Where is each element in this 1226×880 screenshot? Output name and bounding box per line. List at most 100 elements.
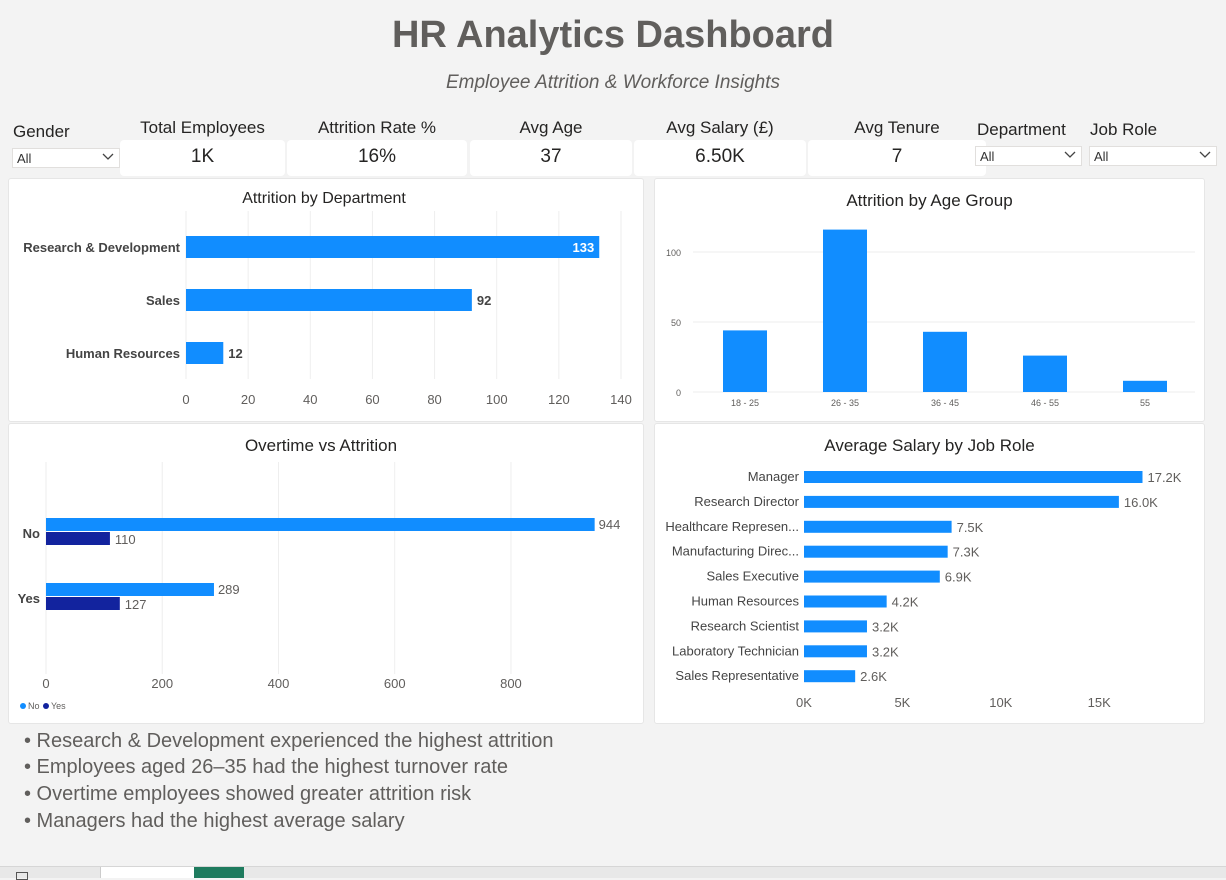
kpi-avg-tenure: Avg Tenure 7 [808,118,986,176]
x-tick-label: 80 [427,392,441,407]
category-label: Sales Representative [675,668,799,683]
bar [804,670,856,683]
page-tab-bar [0,866,1226,880]
page-subtitle: Employee Attrition & Workforce Insights [445,72,781,93]
y-tick-label: 100 [666,248,681,258]
department-filter-dropdown[interactable]: All [975,146,1082,166]
bar [804,620,867,633]
bar-series-yes [46,532,110,545]
x-tick-label: 0K [796,695,812,710]
bar [804,595,887,608]
x-tick-label: 10K [989,695,1012,710]
category-label: No [23,526,40,541]
x-tick-label: 600 [384,676,406,691]
data-label: 92 [477,293,491,308]
category-label: Manager [748,469,800,484]
bar [804,645,867,658]
data-label: 12 [228,346,242,361]
data-label: 944 [599,517,621,532]
gender-filter-dropdown[interactable]: All [12,148,120,168]
y-tick-label: 50 [671,318,681,328]
bar [804,495,1119,508]
kpi-attrition-rate: Attrition Rate % 16% [287,118,467,176]
category-label: Yes [18,591,40,606]
category-label: Research & Development [23,240,180,255]
gender-filter-value: All [17,151,32,166]
chevron-down-icon [102,153,114,160]
x-tick-label: 800 [500,676,522,691]
data-label: 3.2K [872,619,899,634]
x-tick-label: 36 - 45 [931,398,959,408]
kpi-total-employees: Total Employees 1K [120,118,285,176]
chart-title: Overtime vs Attrition [244,436,398,455]
attrition-by-age-group-chart[interactable]: Attrition by Age Group 0 50 100 18 - 25 26 -… [654,178,1205,422]
insight-item: • Employees aged 26–35 had the highest t… [24,756,508,778]
x-tick-label: 140 [610,392,632,407]
x-tick-label: 400 [268,676,290,691]
legend-marker-no [20,703,26,709]
x-tick-label: 46 - 55 [1031,398,1059,408]
data-label: 4.2K [892,595,919,610]
department-filter-label: Department [977,120,1066,139]
bar [804,570,940,583]
data-label: 127 [125,597,147,612]
x-tick-label: 15K [1088,695,1111,710]
overtime-vs-attrition-chart[interactable]: Overtime vs Attrition 0 200 400 600 800 No 944… [8,423,644,724]
bar [186,236,600,258]
overtime-vs-attrition-plot: 0 200 400 600 800 No 944 110 Yes 289 127 No Yes [18,462,621,711]
category-label: Healthcare Represen... [665,519,799,534]
attrition-by-department-chart[interactable]: Attrition by Department 0 20 40 60 80 100 120 1… [8,178,644,422]
legend-marker-yes [43,703,49,709]
x-tick-label: 26 - 35 [831,398,859,408]
bar-series-yes [46,597,120,610]
x-tick-label: 60 [365,392,379,407]
category-label: Research Director [694,494,799,509]
category-label: Manufacturing Direc... [672,544,799,559]
chevron-down-icon [1064,151,1076,158]
x-tick-label: 0 [42,676,49,691]
x-tick-label: 5K [894,695,910,710]
category-label: Human Resources [66,346,180,361]
data-label: 16.0K [1124,495,1158,510]
data-label: 2.6K [860,669,887,684]
bar-series-no [46,518,595,531]
bar-series-no [46,583,214,596]
page-tab[interactable] [100,867,195,878]
category-label: Sales Executive [707,569,800,584]
average-salary-by-job-role-chart[interactable]: Average Salary by Job Role 0K 5K 10K 15K Man… [654,423,1205,724]
kpi-label: Total Employees [140,118,265,137]
kpi-value: 37 [540,146,562,167]
add-page-tab[interactable] [194,867,244,878]
job-role-filter-dropdown[interactable]: All [1089,146,1217,166]
kpi-label: Attrition Rate % [317,118,437,137]
category-label: Laboratory Technician [672,643,799,658]
kpi-avg-age: Avg Age 37 [470,118,632,176]
category-label: Research Scientist [691,618,800,633]
x-tick-label: 200 [151,676,173,691]
bar [823,229,867,392]
data-label: 7.3K [953,545,980,560]
data-label: 110 [115,532,136,547]
bar [1023,355,1067,392]
y-tick-label: 0 [676,388,681,398]
page-navigator-icon[interactable] [16,872,28,880]
kpi-value: 7 [891,146,903,167]
data-label: 7.5K [957,520,984,535]
chevron-down-icon [1199,151,1211,158]
bar [804,520,952,533]
bar [723,330,767,392]
data-label: 289 [218,582,240,597]
legend-label: Yes [51,701,66,711]
insight-item: • Managers had the highest average salar… [24,810,405,832]
legend-label: No [28,701,40,711]
attrition-by-department-plot: 0 20 40 60 80 100 120 140 Research & Development… [23,211,632,407]
average-salary-by-job-role-plot: 0K 5K 10K 15K Manager 17.2K Research Director 1… [665,469,1181,710]
insight-item: • Research & Development experienced the… [24,730,554,752]
bar [923,331,967,392]
x-tick-label: 0 [182,392,189,407]
job-role-filter-value: All [1094,149,1109,164]
category-label: Human Resources [691,594,799,609]
chart-title: Average Salary by Job Role [824,436,1035,455]
chart-title: Attrition by Department [242,190,406,207]
bar [804,471,1143,483]
